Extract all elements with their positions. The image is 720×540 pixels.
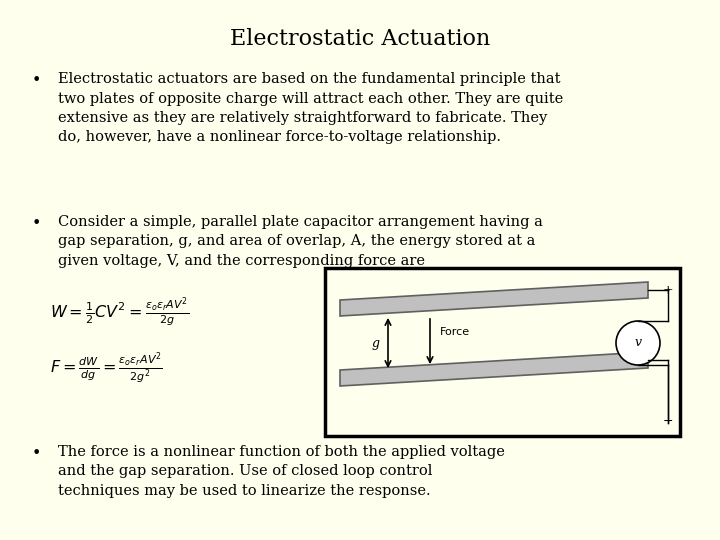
Text: The force is a nonlinear function of both the applied voltage
and the gap separa: The force is a nonlinear function of bot… [58, 445, 505, 498]
Text: •: • [32, 215, 41, 232]
Text: •: • [32, 445, 41, 462]
Circle shape [616, 321, 660, 365]
Polygon shape [340, 352, 648, 386]
Text: Electrostatic Actuation: Electrostatic Actuation [230, 28, 490, 50]
Text: Consider a simple, parallel plate capacitor arrangement having a
gap separation,: Consider a simple, parallel plate capaci… [58, 215, 543, 268]
Text: $W = \frac{1}{2}CV^{2} = \frac{\varepsilon_{o}\varepsilon_{r}AV^{2}}{2g}$: $W = \frac{1}{2}CV^{2} = \frac{\varepsil… [50, 295, 189, 329]
Polygon shape [340, 282, 648, 316]
Text: Electrostatic actuators are based on the fundamental principle that
two plates o: Electrostatic actuators are based on the… [58, 72, 563, 145]
Text: g: g [372, 336, 380, 349]
Bar [325, 268, 680, 436]
Text: v: v [634, 336, 642, 349]
Text: $F = \frac{dW}{dg} = \frac{\varepsilon_{o}\varepsilon_{r}AV^{2}}{2g^{2}}$: $F = \frac{dW}{dg} = \frac{\varepsilon_{… [50, 350, 163, 386]
Text: +: + [662, 284, 673, 297]
Text: •: • [32, 72, 41, 89]
Text: Force: Force [440, 327, 470, 337]
Text: −: − [662, 415, 673, 428]
